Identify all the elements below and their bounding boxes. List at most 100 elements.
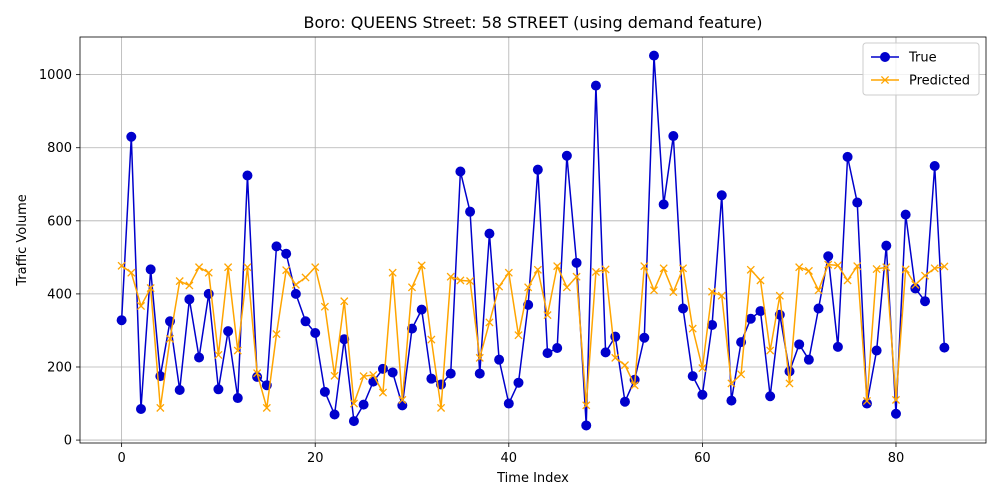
legend-label-predicted: Predicted xyxy=(909,74,970,89)
data-point-predicted xyxy=(775,291,784,300)
data-point-predicted xyxy=(359,372,368,381)
data-point-true xyxy=(881,240,892,251)
data-point-predicted xyxy=(446,272,455,281)
data-point-predicted xyxy=(388,268,397,277)
data-point-predicted xyxy=(485,318,494,327)
data-point-predicted xyxy=(369,370,378,380)
data-point-predicted xyxy=(466,277,475,286)
data-point-true xyxy=(290,288,301,299)
y-tick-label: 800 xyxy=(47,141,72,156)
data-point-true xyxy=(523,299,534,310)
x-tick-label: 20 xyxy=(307,451,324,466)
data-point-predicted xyxy=(243,263,252,272)
data-point-predicted xyxy=(717,291,726,300)
data-point-true xyxy=(842,151,853,162)
data-point-predicted xyxy=(495,282,504,291)
data-point-predicted xyxy=(843,276,852,285)
data-point-predicted xyxy=(436,403,446,412)
data-point-true xyxy=(561,150,572,161)
data-point-predicted xyxy=(407,283,417,292)
legend-label-true: True xyxy=(908,51,937,66)
legend-marker-true xyxy=(880,52,890,62)
data-point-true xyxy=(319,386,330,397)
data-point-predicted xyxy=(543,311,552,320)
data-point-true xyxy=(465,206,476,217)
data-point-true xyxy=(832,341,843,352)
data-point-predicted xyxy=(824,260,833,269)
data-point-predicted xyxy=(378,388,388,397)
data-point-predicted xyxy=(514,331,523,340)
data-point-true xyxy=(745,313,756,324)
data-point-true xyxy=(387,367,398,378)
data-point-true xyxy=(871,345,882,356)
data-point-true xyxy=(600,347,611,358)
data-point-predicted xyxy=(911,280,920,289)
data-point-true xyxy=(445,368,456,379)
data-point-true xyxy=(194,352,205,363)
data-point-true xyxy=(552,342,563,353)
data-point-predicted xyxy=(611,353,620,362)
data-point-true xyxy=(174,385,185,396)
y-tick-label: 200 xyxy=(47,360,72,375)
data-point-true xyxy=(329,409,340,420)
data-point-true xyxy=(716,190,727,201)
data-point-true xyxy=(513,377,524,388)
data-point-true xyxy=(794,339,805,350)
x-tick-label: 0 xyxy=(117,451,125,466)
data-point-predicted xyxy=(320,302,329,311)
data-point-true xyxy=(397,400,408,411)
data-point-predicted xyxy=(669,288,678,297)
data-point-predicted xyxy=(795,263,804,272)
data-point-predicted xyxy=(185,281,194,290)
data-point-predicted xyxy=(853,262,862,271)
data-point-predicted xyxy=(127,268,136,277)
data-point-true xyxy=(145,264,156,275)
data-point-true xyxy=(619,396,630,407)
data-point-predicted xyxy=(456,276,465,285)
data-point-predicted xyxy=(630,381,639,390)
y-tick-label: 600 xyxy=(47,214,72,229)
data-point-true xyxy=(813,303,824,314)
data-point-true xyxy=(687,371,698,382)
data-point-true xyxy=(571,257,582,268)
data-point-predicted xyxy=(524,283,533,292)
data-point-predicted xyxy=(301,273,310,282)
data-point-predicted xyxy=(349,399,358,408)
data-point-true xyxy=(658,199,669,210)
plot-frame xyxy=(79,36,987,444)
data-point-predicted xyxy=(746,265,755,274)
data-point-predicted xyxy=(940,262,949,271)
data-point-predicted xyxy=(214,350,223,359)
data-point-true xyxy=(890,408,901,419)
data-point-true xyxy=(939,342,950,353)
data-point-predicted xyxy=(659,264,668,273)
data-point-true xyxy=(920,296,931,307)
y-axis-title: Traffic Volume xyxy=(15,194,30,287)
data-point-true xyxy=(135,404,146,415)
data-point-true xyxy=(377,363,388,374)
data-point-predicted xyxy=(737,370,746,379)
data-point-true xyxy=(416,304,427,315)
data-point-true xyxy=(900,209,911,220)
y-tick-label: 1000 xyxy=(39,68,72,83)
chart-title: Boro: QUEENS Street: 58 STREET (using de… xyxy=(304,13,763,32)
data-point-true xyxy=(852,197,863,208)
data-point-true xyxy=(184,294,195,305)
data-point-true xyxy=(474,368,485,379)
data-point-predicted xyxy=(272,330,281,339)
data-point-predicted xyxy=(640,262,649,271)
data-point-predicted xyxy=(262,403,271,412)
data-point-predicted xyxy=(156,403,165,412)
data-point-true xyxy=(590,80,601,91)
data-point-predicted xyxy=(165,334,175,343)
data-point-predicted xyxy=(862,396,872,406)
data-point-predicted xyxy=(330,371,339,380)
data-point-true xyxy=(242,170,253,181)
data-point-true xyxy=(494,354,505,365)
data-point-predicted xyxy=(678,264,688,273)
data-point-predicted xyxy=(194,263,204,272)
data-point-predicted xyxy=(291,280,300,289)
data-point-true xyxy=(648,50,659,61)
